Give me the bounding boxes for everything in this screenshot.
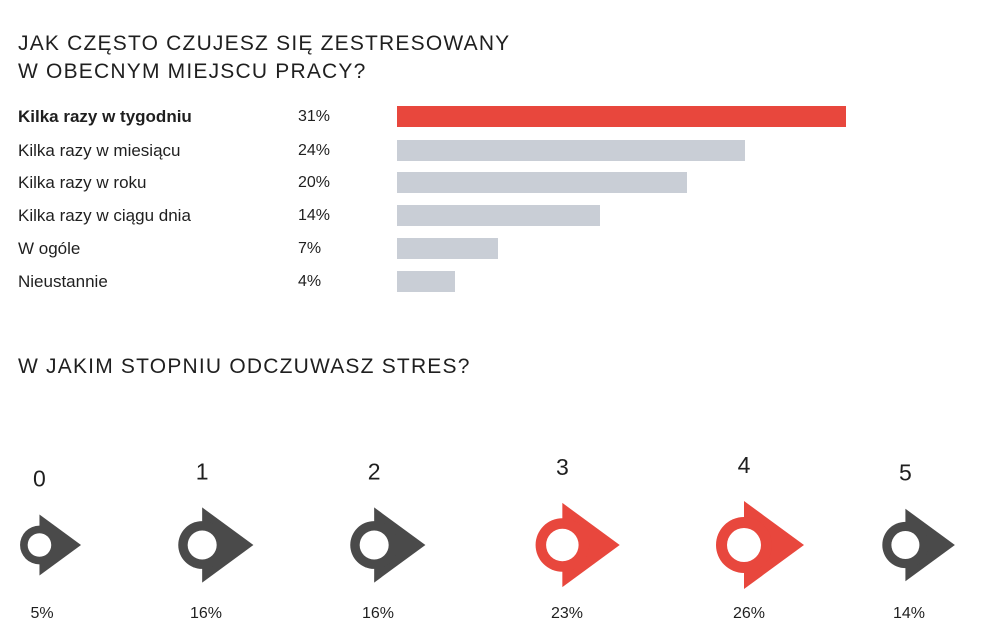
- bar-category-label: W ogóle: [18, 239, 81, 258]
- bar-category-label: Kilka razy w miesiącu: [18, 141, 181, 160]
- bar-category-label: Nieustannie: [18, 272, 108, 291]
- circle-arrow-icon: [535, 502, 620, 588]
- stress-level-percent: 26%: [733, 605, 765, 622]
- bar-value-label: 20%: [298, 174, 331, 191]
- stress-level-percent: 16%: [190, 605, 222, 622]
- stress-level-number: 1: [196, 458, 209, 484]
- circle-arrow-icon: [716, 501, 804, 589]
- bar-value-label: 31%: [298, 108, 331, 125]
- bar-row: Kilka razy w roku 20%: [0, 172, 996, 194]
- stress-level-item: 5 14%: [882, 460, 955, 622]
- bar: [397, 106, 846, 127]
- stress-level-percent: 14%: [893, 605, 925, 622]
- bar: [397, 271, 455, 292]
- bar: [397, 205, 600, 226]
- bar-category-label: Kilka razy w ciągu dnia: [18, 206, 191, 225]
- stress-level-item: 3 23%: [535, 454, 620, 622]
- circle-arrow-icon: [350, 507, 426, 583]
- stress-level-number: 5: [899, 460, 912, 486]
- frequency-chart-title: JAK CZĘSTO CZUJESZ SIĘ ZESTRESOWANY W OB…: [18, 32, 511, 83]
- stress-level-item: 2 16%: [350, 458, 426, 622]
- bar-row: Kilka razy w miesiącu 24%: [0, 140, 996, 162]
- circle-arrow-icon: [20, 514, 82, 576]
- stress-level-number: 0: [33, 466, 46, 492]
- stress-level-item: 0 5%: [20, 466, 82, 622]
- stress-level-chart: 0 5% 1 16% 2 16% 3 23% 4 26% 5 14%: [20, 452, 955, 622]
- bar-row: Kilka razy w ciągu dnia 14%: [0, 205, 996, 227]
- bar-category-label: Kilka razy w roku: [18, 173, 147, 192]
- bar-row: Nieustannie 4%: [0, 271, 996, 293]
- stress-level-number: 3: [556, 454, 569, 480]
- bar-category-label: Kilka razy w tygodniu: [18, 107, 192, 126]
- stress-level-number: 4: [738, 452, 751, 478]
- stress-level-percent: 5%: [30, 605, 53, 622]
- bar: [397, 238, 498, 259]
- stress-level-item: 1 16%: [178, 458, 254, 622]
- circle-arrow-icon: [882, 508, 955, 582]
- bar-value-label: 4%: [298, 273, 322, 290]
- bar-row: Kilka razy w tygodniu 31%: [0, 106, 996, 128]
- bar-value-label: 14%: [298, 207, 331, 224]
- stress-level-chart-title: W JAKIM STOPNIU ODCZUWASZ STRES?: [18, 355, 471, 378]
- bar: [397, 172, 687, 193]
- bar-row: W ogóle 7%: [0, 238, 996, 260]
- stress-level-number: 2: [368, 458, 381, 484]
- stress-level-item: 4 26%: [716, 452, 804, 622]
- stress-level-percent: 16%: [362, 605, 394, 622]
- bar: [397, 140, 745, 161]
- circle-arrow-icon: [178, 507, 254, 583]
- stress-level-percent: 23%: [551, 605, 583, 622]
- bar-value-label: 24%: [298, 142, 331, 159]
- bar-value-label: 7%: [298, 240, 322, 257]
